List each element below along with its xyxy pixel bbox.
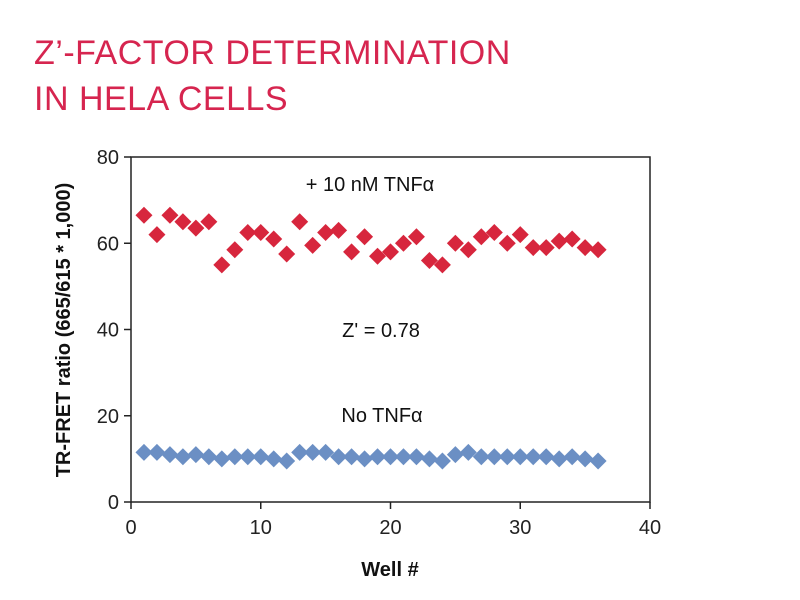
data-point: [356, 228, 374, 246]
data-point: [459, 443, 477, 461]
data-point: [446, 446, 464, 464]
data-point: [459, 241, 477, 259]
data-point: [524, 239, 542, 257]
data-point: [226, 448, 244, 466]
data-point: [498, 448, 516, 466]
chart-ticks: 0 10 20 30 40 0 20 40 60 80: [97, 147, 661, 539]
data-point: [200, 213, 218, 231]
data-point: [563, 230, 581, 248]
data-point: [407, 228, 425, 246]
data-point: [252, 448, 270, 466]
data-point: [394, 448, 412, 466]
data-point: [291, 443, 309, 461]
data-point: [161, 446, 179, 464]
data-point: [446, 234, 464, 252]
data-point: [291, 213, 309, 231]
y-tick-label: 40: [97, 320, 119, 342]
data-point: [433, 452, 451, 470]
data-point: [304, 443, 322, 461]
data-point: [356, 450, 374, 468]
data-point: [524, 448, 542, 466]
data-point: [407, 448, 425, 466]
annotation-tnf: + 10 nM TNFα: [306, 174, 434, 196]
data-point: [485, 223, 503, 241]
x-tick-label: 20: [379, 517, 401, 539]
x-tick-label: 30: [509, 517, 531, 539]
data-point: [148, 443, 166, 461]
data-point: [278, 452, 296, 470]
data-point: [485, 448, 503, 466]
data-point: [550, 232, 568, 250]
data-point: [213, 450, 231, 468]
data-point: [330, 221, 348, 239]
data-point: [174, 448, 192, 466]
data-point: [576, 450, 594, 468]
data-point: [213, 256, 231, 274]
data-point: [537, 448, 555, 466]
data-point: [343, 243, 361, 261]
data-point: [187, 446, 205, 464]
data-point: [420, 450, 438, 468]
data-point: [330, 448, 348, 466]
data-point: [265, 450, 283, 468]
data-point: [265, 230, 283, 248]
x-tick-label: 0: [125, 517, 136, 539]
data-point: [239, 448, 257, 466]
data-point: [382, 243, 399, 261]
data-point: [472, 448, 490, 466]
data-point: [200, 448, 218, 466]
y-tick-label: 20: [97, 406, 119, 428]
data-point: [576, 239, 594, 257]
data-point: [304, 236, 322, 254]
data-point: [369, 247, 387, 265]
data-point: [278, 245, 296, 263]
data-point: [472, 228, 490, 246]
data-point: [369, 448, 387, 466]
chart-title-line-2: IN HELA CELLS: [34, 80, 289, 118]
data-point: [135, 443, 153, 461]
y-axis-label: TR-FRET ratio (665/615 * 1,000): [53, 183, 75, 478]
x-tick-label: 40: [639, 517, 661, 539]
data-point: [252, 223, 270, 241]
data-point: [433, 256, 451, 274]
data-point: [317, 223, 335, 241]
x-tick-label: 10: [250, 517, 272, 539]
data-point: [317, 443, 335, 461]
y-tick-label: 60: [97, 233, 119, 255]
series-no-tnf: [135, 443, 607, 470]
series-tnf: [135, 206, 607, 274]
data-point: [498, 234, 516, 252]
y-tick-label: 80: [97, 147, 119, 169]
data-point: [537, 239, 555, 257]
data-point: [420, 252, 438, 269]
data-point: [343, 448, 361, 466]
data-point: [161, 206, 179, 224]
annotation-no-tnf: No TNFα: [341, 405, 422, 427]
data-point: [382, 448, 399, 466]
data-point: [511, 448, 529, 466]
chart-title: Z’-FACTOR DETERMINATION IN HELA CELLS: [34, 30, 511, 122]
data-point: [226, 241, 244, 259]
data-point: [589, 241, 607, 259]
data-point: [394, 234, 412, 252]
data-point: [187, 219, 205, 237]
data-point: [589, 452, 607, 470]
data-point: [135, 206, 153, 224]
y-tick-label: 0: [108, 492, 119, 514]
data-point: [563, 448, 581, 466]
x-axis-label: Well #: [361, 559, 418, 581]
annotation-zprime: Z' = 0.78: [342, 320, 420, 342]
data-point: [174, 213, 192, 231]
data-point: [239, 223, 257, 241]
chart-title-line-1: Z’-FACTOR DETERMINATION: [34, 34, 511, 72]
data-point: [550, 450, 568, 468]
chart-points: [135, 206, 607, 470]
data-point: [148, 226, 166, 244]
data-point: [511, 226, 529, 244]
